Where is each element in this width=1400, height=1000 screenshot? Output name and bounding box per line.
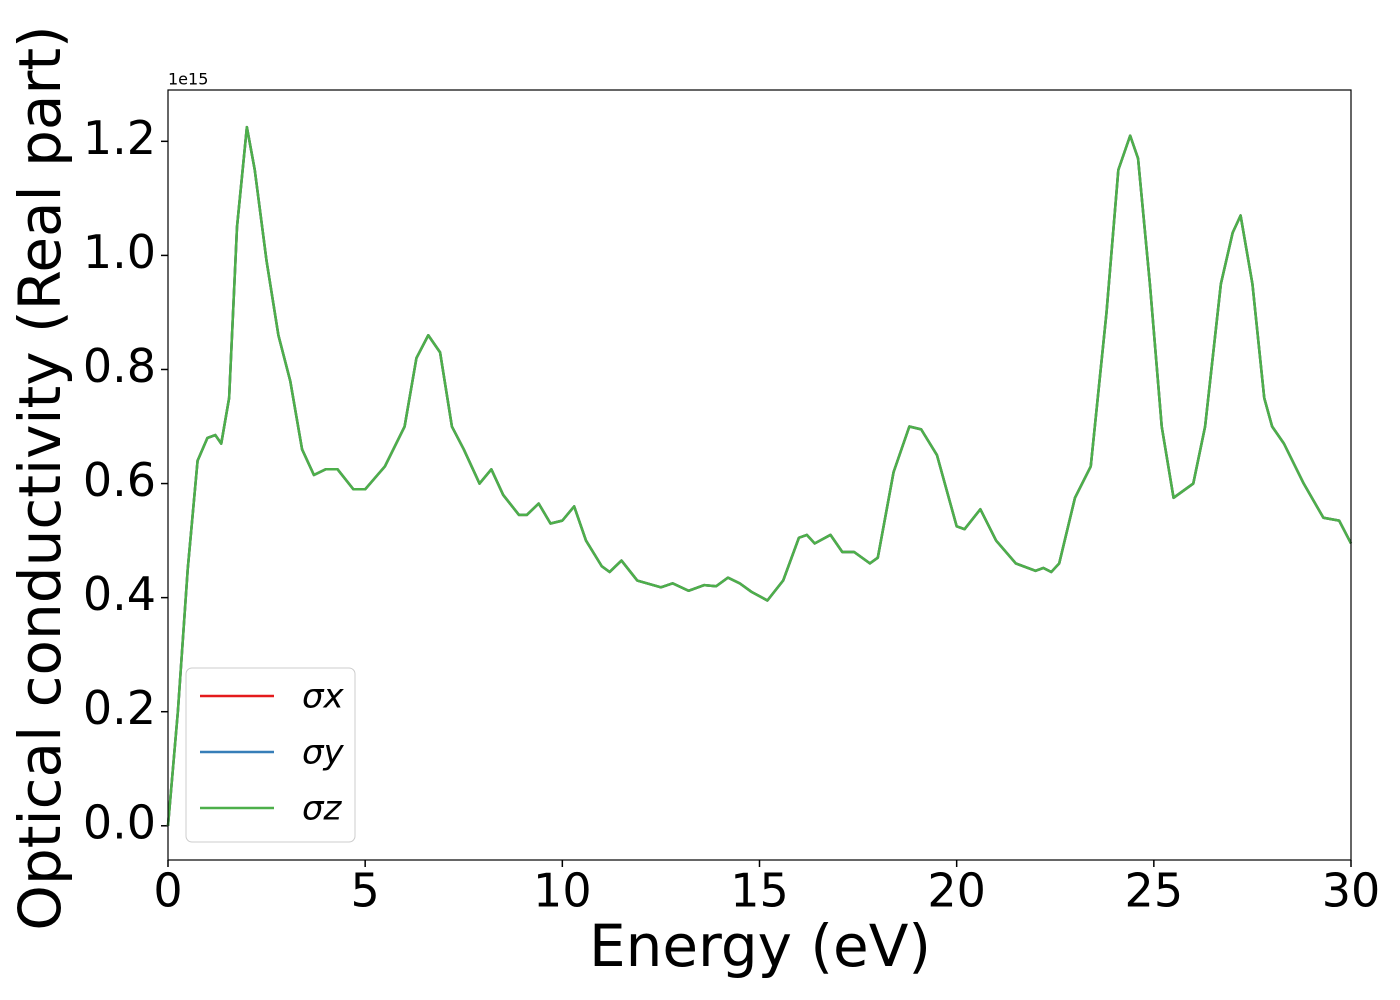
y-tick-label: 0.6: [83, 453, 156, 507]
y-tick-label: 0.4: [83, 567, 156, 621]
x-tick-label: 25: [1125, 864, 1184, 918]
y-offset-label: 1e15: [168, 70, 208, 89]
y-axis-label: Optical conductivity (Real part): [6, 25, 74, 930]
y-tick-label: 1.0: [83, 225, 156, 279]
y-tick-label: 1.2: [83, 111, 156, 165]
x-axis-label: Energy (eV): [589, 912, 931, 980]
legend-box: [185, 667, 356, 843]
x-tick-label: 0: [153, 864, 182, 918]
x-tick-label: 5: [351, 864, 380, 918]
y-tick-label: 0.8: [83, 339, 156, 393]
y-tick-label: 0.2: [83, 681, 156, 735]
x-tick-label: 30: [1322, 864, 1381, 918]
x-tick-label: 20: [927, 864, 986, 918]
x-tick-label: 10: [533, 864, 592, 918]
legend-label: σy: [302, 733, 345, 773]
legend-label: σz: [302, 789, 343, 829]
plot-frame: [167, 89, 1352, 861]
legend-label: σx: [302, 677, 345, 717]
y-tick-label: 0.0: [83, 795, 156, 849]
line-series: [166, 125, 1353, 826]
x-tick-label: 15: [730, 864, 789, 918]
